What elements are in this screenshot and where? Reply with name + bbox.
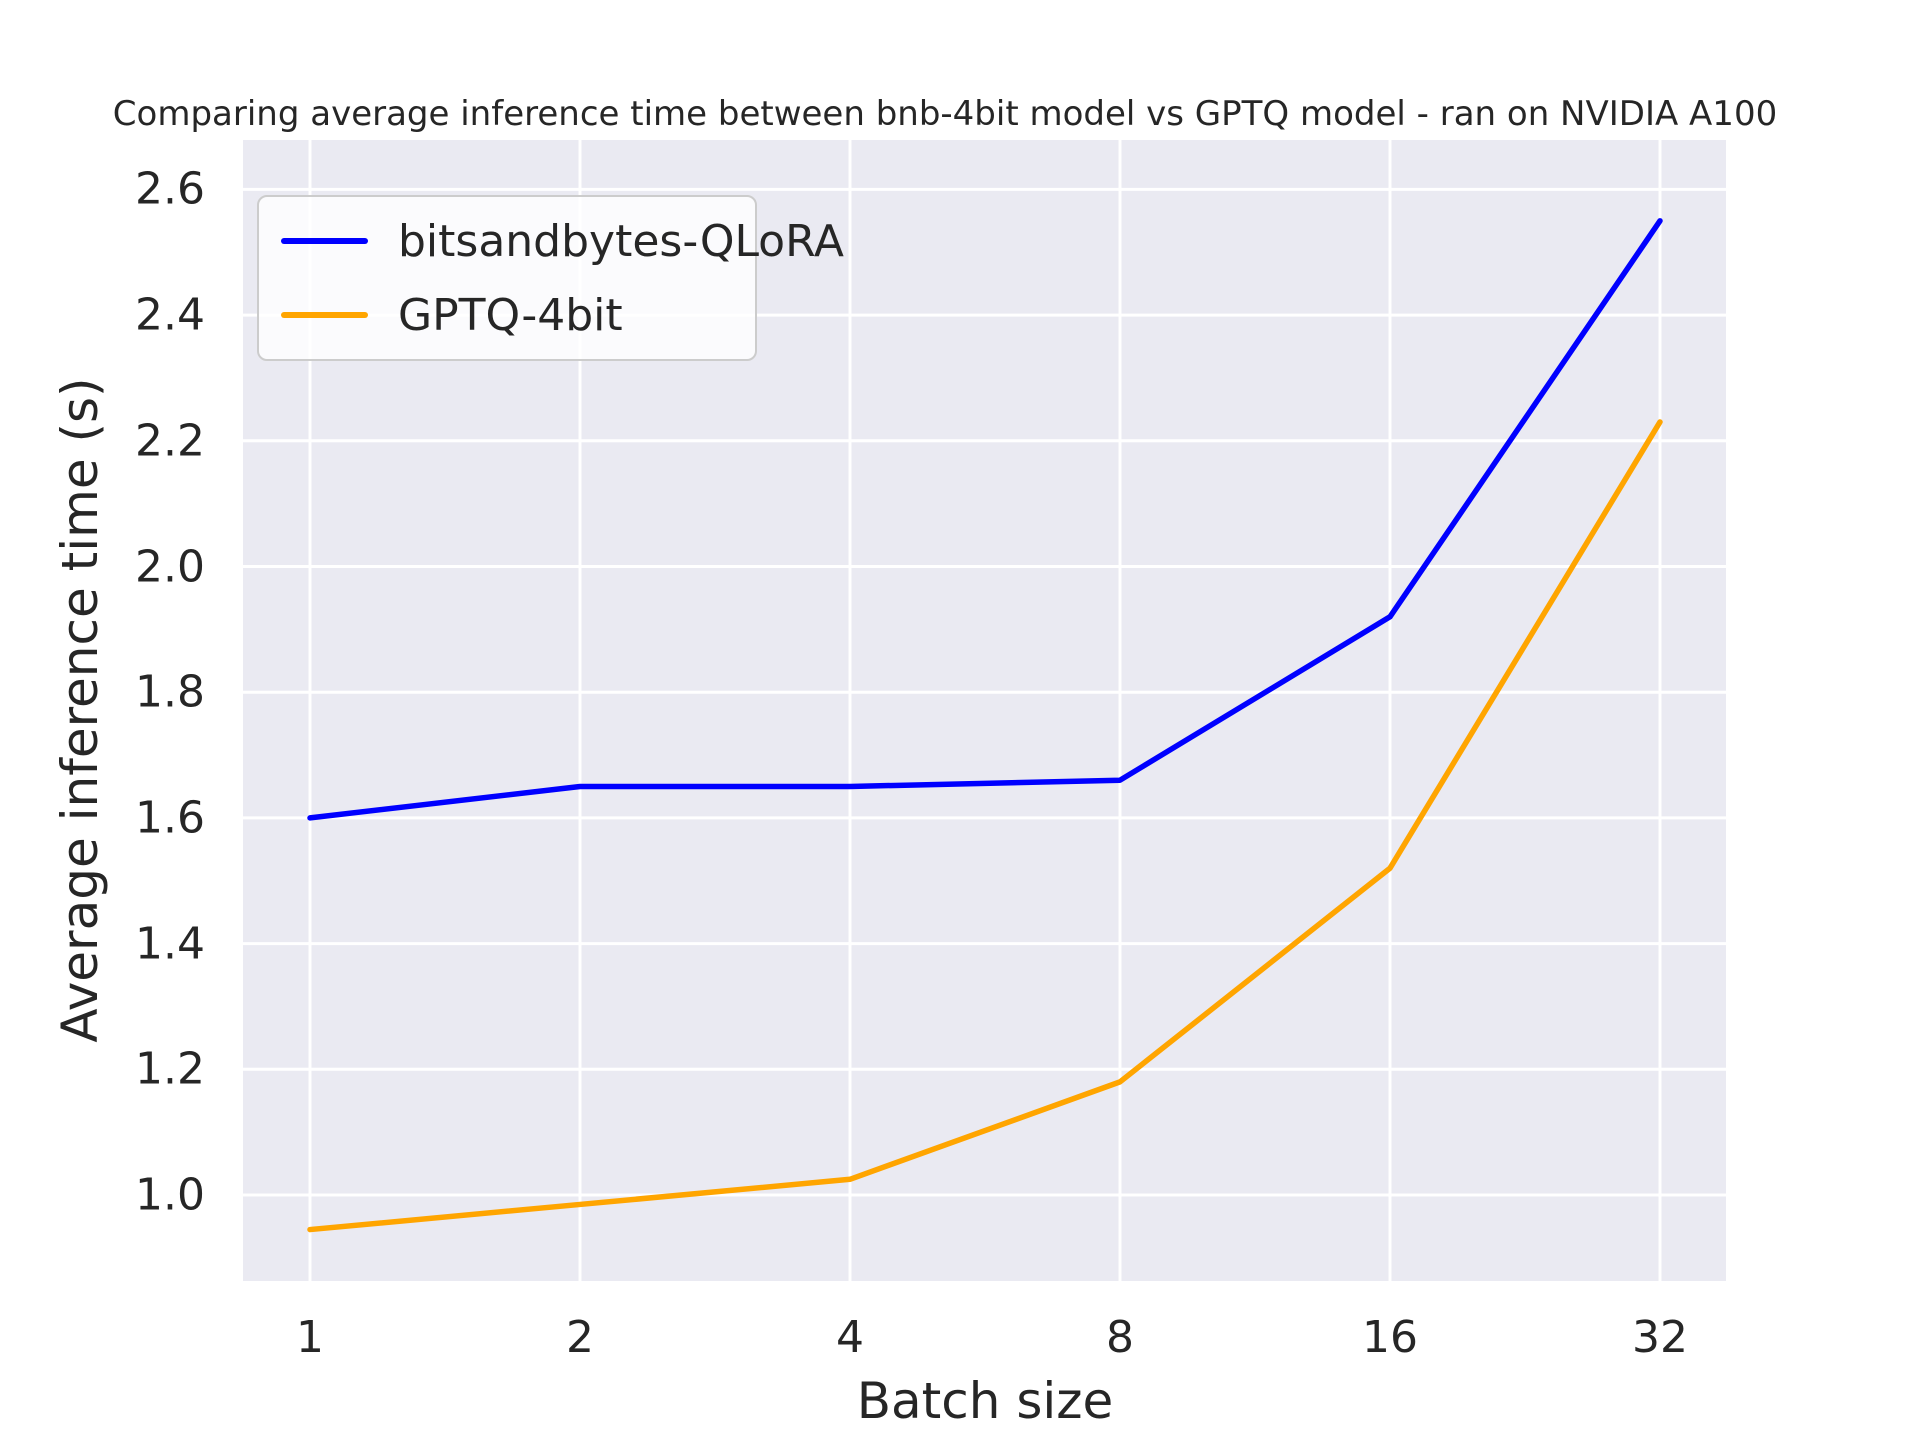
legend-label: bitsandbytes-QLoRA: [398, 215, 844, 267]
y-tick-label: 1.6: [135, 792, 205, 844]
y-tick-label: 2.4: [135, 289, 205, 341]
series-line-0: [307, 218, 1663, 821]
legend-entry-gptq: GPTQ-4bit: [269, 289, 725, 341]
x-axis-label: Batch size: [856, 1372, 1114, 1430]
legend-entry-bitsandbytes: bitsandbytes-QLoRA: [269, 215, 844, 267]
y-tick-label: 2.6: [135, 163, 205, 215]
x-tick-label: 4: [836, 1312, 864, 1363]
y-tick-label: 1.4: [135, 918, 205, 970]
x-tick-label: 2: [566, 1312, 594, 1363]
y-axis-label: Average inference time (s): [51, 377, 109, 1043]
y-tick-label: 2.0: [135, 541, 205, 592]
y-tick-label: 1.2: [135, 1043, 205, 1095]
series-line-1: [307, 419, 1663, 1233]
x-tick-label: 1: [296, 1312, 324, 1363]
y-tick-label: 1.0: [135, 1169, 205, 1221]
x-tick-label: 32: [1632, 1312, 1688, 1363]
x-tick-label: 16: [1362, 1312, 1418, 1363]
y-tick-label: 1.8: [135, 666, 205, 718]
y-tick-label: 2.2: [135, 415, 205, 467]
chart-title: Comparing average inference time between…: [112, 94, 1778, 134]
legend-label: GPTQ-4bit: [398, 289, 623, 341]
legend-line-sample-blue: [281, 238, 368, 244]
legend: bitsandbytes-QLoRA GPTQ-4bit: [257, 195, 844, 361]
legend-line-sample-orange: [281, 312, 368, 318]
x-tick-label: 8: [1106, 1312, 1134, 1363]
